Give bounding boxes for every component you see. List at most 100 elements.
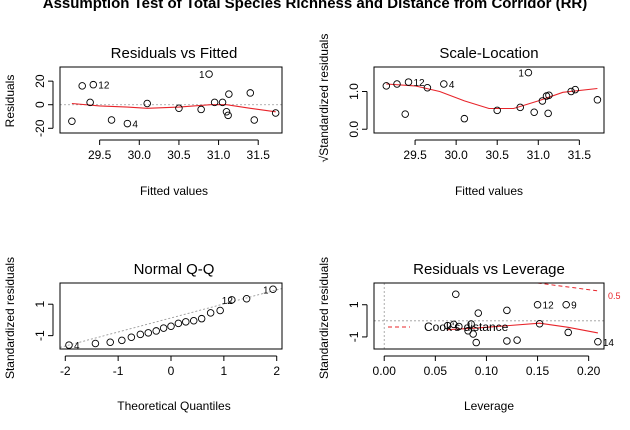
data-point bbox=[78, 82, 86, 90]
y-tick-label: 20 bbox=[33, 74, 47, 88]
x-tick-label: 0.00 bbox=[373, 364, 397, 378]
data-point bbox=[174, 319, 183, 328]
data-point bbox=[493, 106, 501, 115]
point-id-label: 1 bbox=[263, 285, 269, 296]
x-axis-label: Fitted values bbox=[455, 184, 523, 198]
plot-frame bbox=[59, 282, 283, 350]
data-point bbox=[118, 336, 126, 345]
x-tick-label: -2 bbox=[60, 364, 71, 378]
plot-frame bbox=[373, 282, 605, 350]
data-point bbox=[159, 324, 168, 332]
panel-scale-location: Scale-Location Fitted values √Standardiz… bbox=[317, 34, 605, 198]
data-point bbox=[189, 316, 198, 325]
y-axis-label: Residuals bbox=[3, 75, 17, 128]
y-tick-label: -20 bbox=[33, 119, 47, 137]
point-id-label: 9 bbox=[571, 301, 577, 312]
point-id-label: 1 bbox=[199, 70, 205, 81]
data-point bbox=[382, 82, 391, 90]
panel-normal-qq: Normal Q-Q Theoretical Quantiles Standar… bbox=[3, 257, 283, 413]
qq-reference-line bbox=[60, 288, 282, 348]
y-tick-label: 1 bbox=[33, 301, 47, 308]
x-tick-label: 30.0 bbox=[128, 148, 152, 162]
y-tick-label: 1 bbox=[347, 301, 361, 308]
data-point bbox=[222, 108, 231, 116]
x-tick-label: 30.5 bbox=[486, 148, 510, 162]
y-tick-label: 1.0 bbox=[347, 83, 361, 100]
point-id-label: 12 bbox=[543, 301, 555, 312]
smoother-line bbox=[386, 83, 598, 110]
x-tick-label: 1 bbox=[221, 364, 228, 378]
y-tick-label: 0.0 bbox=[347, 121, 361, 138]
x-tick-label: 0.20 bbox=[577, 364, 601, 378]
y-axis-label: √Standardized residuals bbox=[317, 34, 331, 163]
data-point bbox=[472, 338, 480, 347]
data-point bbox=[545, 91, 553, 100]
data-point bbox=[401, 110, 409, 118]
data-point bbox=[460, 114, 469, 123]
data-point bbox=[182, 318, 190, 326]
x-tick-label: 30.0 bbox=[444, 148, 468, 162]
x-tick-label: -1 bbox=[113, 364, 124, 378]
x-tick-label: 0.05 bbox=[424, 364, 448, 378]
data-point bbox=[571, 85, 580, 94]
x-tick-label: 0.10 bbox=[475, 364, 499, 378]
data-point bbox=[197, 314, 206, 323]
smoother-line bbox=[71, 102, 276, 113]
y-tick-label: -1 bbox=[33, 330, 47, 341]
data-point bbox=[242, 294, 251, 303]
data-point bbox=[467, 320, 475, 328]
data-point bbox=[440, 80, 448, 88]
data-point bbox=[143, 99, 151, 108]
point-id-label: 14 bbox=[603, 338, 615, 349]
data-point bbox=[449, 320, 458, 329]
data-point bbox=[562, 300, 570, 309]
data-point bbox=[218, 98, 227, 107]
point-id-label: 12 bbox=[222, 296, 234, 307]
x-tick-label: 31.0 bbox=[207, 148, 231, 162]
data-point bbox=[65, 341, 73, 349]
data-point bbox=[144, 329, 153, 337]
panel-title: Residuals vs Leverage bbox=[413, 261, 565, 278]
plot-frame bbox=[59, 66, 283, 134]
data-point bbox=[271, 109, 280, 117]
data-point bbox=[544, 109, 552, 118]
data-point bbox=[503, 306, 511, 315]
point-id-label: 1 bbox=[518, 69, 524, 80]
data-point bbox=[393, 80, 401, 88]
panel-title: Normal Q-Q bbox=[134, 261, 215, 278]
data-point bbox=[535, 319, 544, 328]
data-point bbox=[228, 296, 236, 304]
data-point bbox=[423, 83, 432, 92]
data-point bbox=[136, 330, 145, 339]
x-tick-label: 31.5 bbox=[568, 148, 592, 162]
data-point bbox=[513, 336, 521, 344]
point-id-label: 4 bbox=[74, 341, 80, 352]
data-point bbox=[175, 104, 183, 112]
x-tick-label: 29.5 bbox=[403, 148, 427, 162]
data-point bbox=[216, 306, 224, 315]
data-point bbox=[197, 105, 205, 114]
x-tick-label: 0 bbox=[168, 364, 175, 378]
y-tick-label: 0 bbox=[33, 101, 47, 108]
data-point bbox=[68, 117, 76, 125]
data-point bbox=[469, 330, 477, 338]
x-tick-label: 29.5 bbox=[88, 148, 112, 162]
data-point bbox=[89, 80, 98, 89]
data-point bbox=[152, 327, 160, 335]
data-point bbox=[123, 119, 132, 128]
data-point bbox=[250, 116, 258, 124]
data-point bbox=[567, 87, 575, 96]
data-point bbox=[205, 70, 213, 78]
data-point bbox=[206, 309, 215, 317]
data-point bbox=[452, 290, 460, 299]
data-point bbox=[269, 285, 277, 294]
cooks-distance-contour bbox=[537, 283, 599, 292]
y-axis-label: Standardized residuals bbox=[3, 257, 17, 379]
x-tick-label: 0.15 bbox=[526, 364, 550, 378]
data-point bbox=[107, 116, 116, 124]
data-point bbox=[91, 339, 100, 348]
data-point bbox=[167, 322, 175, 330]
data-point bbox=[404, 78, 413, 86]
data-point bbox=[455, 322, 463, 331]
